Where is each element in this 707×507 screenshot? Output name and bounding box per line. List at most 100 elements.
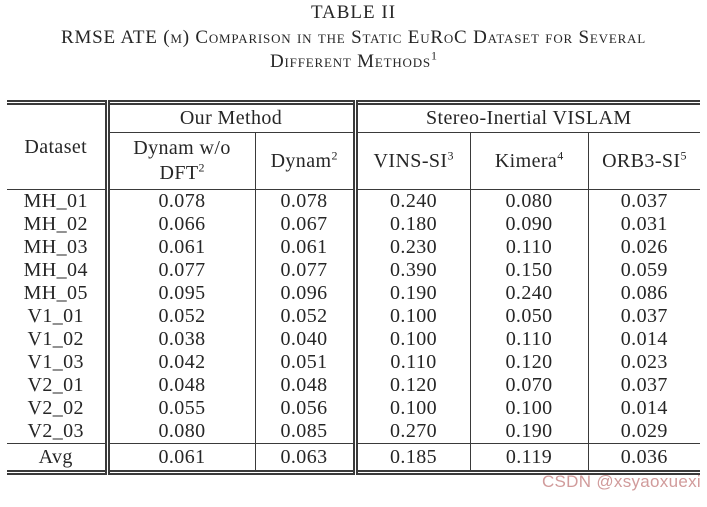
value-cell: 0.240 — [352, 189, 471, 213]
value-cell: 0.048 — [104, 374, 255, 397]
value-cell: 0.077 — [104, 259, 255, 282]
dataset-cell: V1_03 — [27, 351, 84, 373]
method-header-dynam-w-o: Dynam w/o DFT2 — [104, 132, 255, 190]
dataset-cell: V2_02 — [27, 397, 84, 419]
value-cell: 0.230 — [352, 236, 471, 259]
value-cell: 0.042 — [104, 351, 255, 374]
value-cell: 0.014 — [587, 328, 701, 351]
value-cell: 0.023 — [587, 351, 701, 374]
value-cell: 0.080 — [469, 189, 589, 213]
value-cell: 0.067 — [254, 213, 356, 236]
value-cell: 0.051 — [254, 351, 356, 374]
method-header-orb3-si: ORB3-SI5 — [587, 132, 701, 190]
value-cell: 0.086 — [587, 282, 701, 305]
table-row: V1_01 0.052 0.052 0.100 0.050 0.037 — [7, 305, 701, 328]
method-header-dynam: Dynam2 — [254, 132, 356, 190]
value-cell: 0.090 — [469, 213, 589, 236]
value-cell: 0.100 — [352, 397, 471, 420]
caption-superscript: 1 — [430, 48, 437, 63]
dataset-cell: V2_03 — [27, 420, 84, 442]
value-cell: 0.080 — [104, 420, 255, 444]
value-cell: 0.077 — [254, 259, 356, 282]
value-cell: 0.120 — [352, 374, 471, 397]
value-cell: 0.240 — [469, 282, 589, 305]
value-cell: 0.270 — [352, 420, 471, 444]
table-row: V1_03 0.042 0.051 0.110 0.120 0.023 — [7, 351, 701, 374]
value-cell: 0.100 — [352, 305, 471, 328]
table-body: MH_01 0.078 0.078 0.240 0.080 0.037 MH_02 0.066… — [7, 189, 701, 473]
value-cell: 0.066 — [104, 213, 255, 236]
value-cell: 0.061 — [104, 443, 255, 473]
value-cell: 0.100 — [469, 397, 589, 420]
dataset-cell: MH_03 — [23, 236, 88, 258]
table-caption: RMSE ATE (m) Comparison in the Static Eu… — [0, 26, 707, 74]
value-cell: 0.037 — [587, 305, 701, 328]
dataset-cell: Avg — [7, 443, 107, 473]
value-cell: 0.037 — [587, 189, 701, 213]
dataset-cell: MH_02 — [23, 213, 88, 235]
value-cell: 0.052 — [104, 305, 255, 328]
value-cell: 0.078 — [104, 189, 255, 213]
value-cell: 0.390 — [352, 259, 471, 282]
value-cell: 0.059 — [587, 259, 701, 282]
table-row: MH_04 0.077 0.077 0.390 0.150 0.059 — [7, 259, 701, 282]
value-cell: 0.031 — [587, 213, 701, 236]
value-cell: 0.120 — [469, 351, 589, 374]
table-row: MH_03 0.061 0.061 0.230 0.110 0.026 — [7, 236, 701, 259]
value-cell: 0.085 — [254, 420, 356, 444]
value-cell: 0.119 — [469, 443, 589, 473]
value-cell: 0.038 — [104, 328, 255, 351]
value-cell: 0.061 — [104, 236, 255, 259]
avg-row: Avg 0.061 0.063 0.185 0.119 0.036 — [7, 443, 701, 473]
value-cell: 0.014 — [587, 397, 701, 420]
table-row: V2_02 0.055 0.056 0.100 0.100 0.014 — [7, 397, 701, 420]
dataset-cell: MH_04 — [23, 259, 88, 281]
value-cell: 0.061 — [254, 236, 356, 259]
value-cell: 0.026 — [587, 236, 701, 259]
table-row: MH_01 0.078 0.078 0.240 0.080 0.037 — [7, 189, 701, 213]
dataset-cell: MH_01 — [23, 190, 88, 212]
group-header-row: Dataset Our Method Stereo-Inertial VISLA… — [7, 102, 701, 190]
value-cell: 0.190 — [352, 282, 471, 305]
table-title: TABLE II — [310, 2, 397, 23]
method-header-vins-si: VINS-SI3 — [352, 132, 471, 190]
value-cell: 0.095 — [104, 282, 255, 305]
table-row: MH_05 0.095 0.096 0.190 0.240 0.086 — [7, 282, 701, 305]
dataset-cell: MH_05 — [23, 282, 88, 304]
caption-line-1: RMSE ATE (m) Comparison in the Static Eu… — [61, 27, 646, 48]
value-cell: 0.052 — [254, 305, 356, 328]
results-table: Dataset Our Method Stereo-Inertial VISLA… — [7, 100, 701, 475]
dataset-cell: V1_01 — [27, 305, 84, 327]
value-cell: 0.040 — [254, 328, 356, 351]
value-cell: 0.190 — [469, 420, 589, 444]
table-row: V2_01 0.048 0.048 0.120 0.070 0.037 — [7, 374, 701, 397]
dataset-cell: V2_01 — [27, 374, 84, 396]
value-cell: 0.036 — [587, 443, 701, 473]
method-header-row: Dynam w/o DFT2 Dynam2 VINS-SI3 Kimera4 ORB3-S… — [7, 132, 701, 190]
table-row: MH_02 0.066 0.067 0.180 0.090 0.031 — [7, 213, 701, 236]
value-cell: 0.150 — [469, 259, 589, 282]
value-cell: 0.055 — [104, 397, 255, 420]
method-header-kimera: Kimera4 — [469, 132, 589, 190]
watermark: CSDN @xsyaoxuexi — [541, 472, 701, 491]
group-header-stereo-inertial-vislam: Stereo-Inertial VISLAM — [352, 102, 701, 133]
value-cell: 0.070 — [469, 374, 589, 397]
value-cell: 0.056 — [254, 397, 356, 420]
table-row: V1_02 0.038 0.040 0.100 0.110 0.014 — [7, 328, 701, 351]
value-cell: 0.063 — [254, 443, 356, 473]
value-cell: 0.037 — [587, 374, 701, 397]
dataset-cell: V1_02 — [27, 328, 84, 350]
value-cell: 0.078 — [254, 189, 356, 213]
value-cell: 0.048 — [254, 374, 356, 397]
value-cell: 0.110 — [352, 351, 471, 374]
value-cell: 0.180 — [352, 213, 471, 236]
value-cell: 0.110 — [469, 328, 589, 351]
value-cell: 0.110 — [469, 236, 589, 259]
value-cell: 0.029 — [587, 420, 701, 444]
value-cell: 0.100 — [352, 328, 471, 351]
group-header-our-method: Our Method — [104, 102, 356, 133]
value-cell: 0.096 — [254, 282, 356, 305]
caption-line-2: Different Methods1 — [270, 48, 437, 72]
value-cell: 0.185 — [352, 443, 471, 473]
table-row: V2_03 0.080 0.085 0.270 0.190 0.029 — [7, 420, 701, 444]
